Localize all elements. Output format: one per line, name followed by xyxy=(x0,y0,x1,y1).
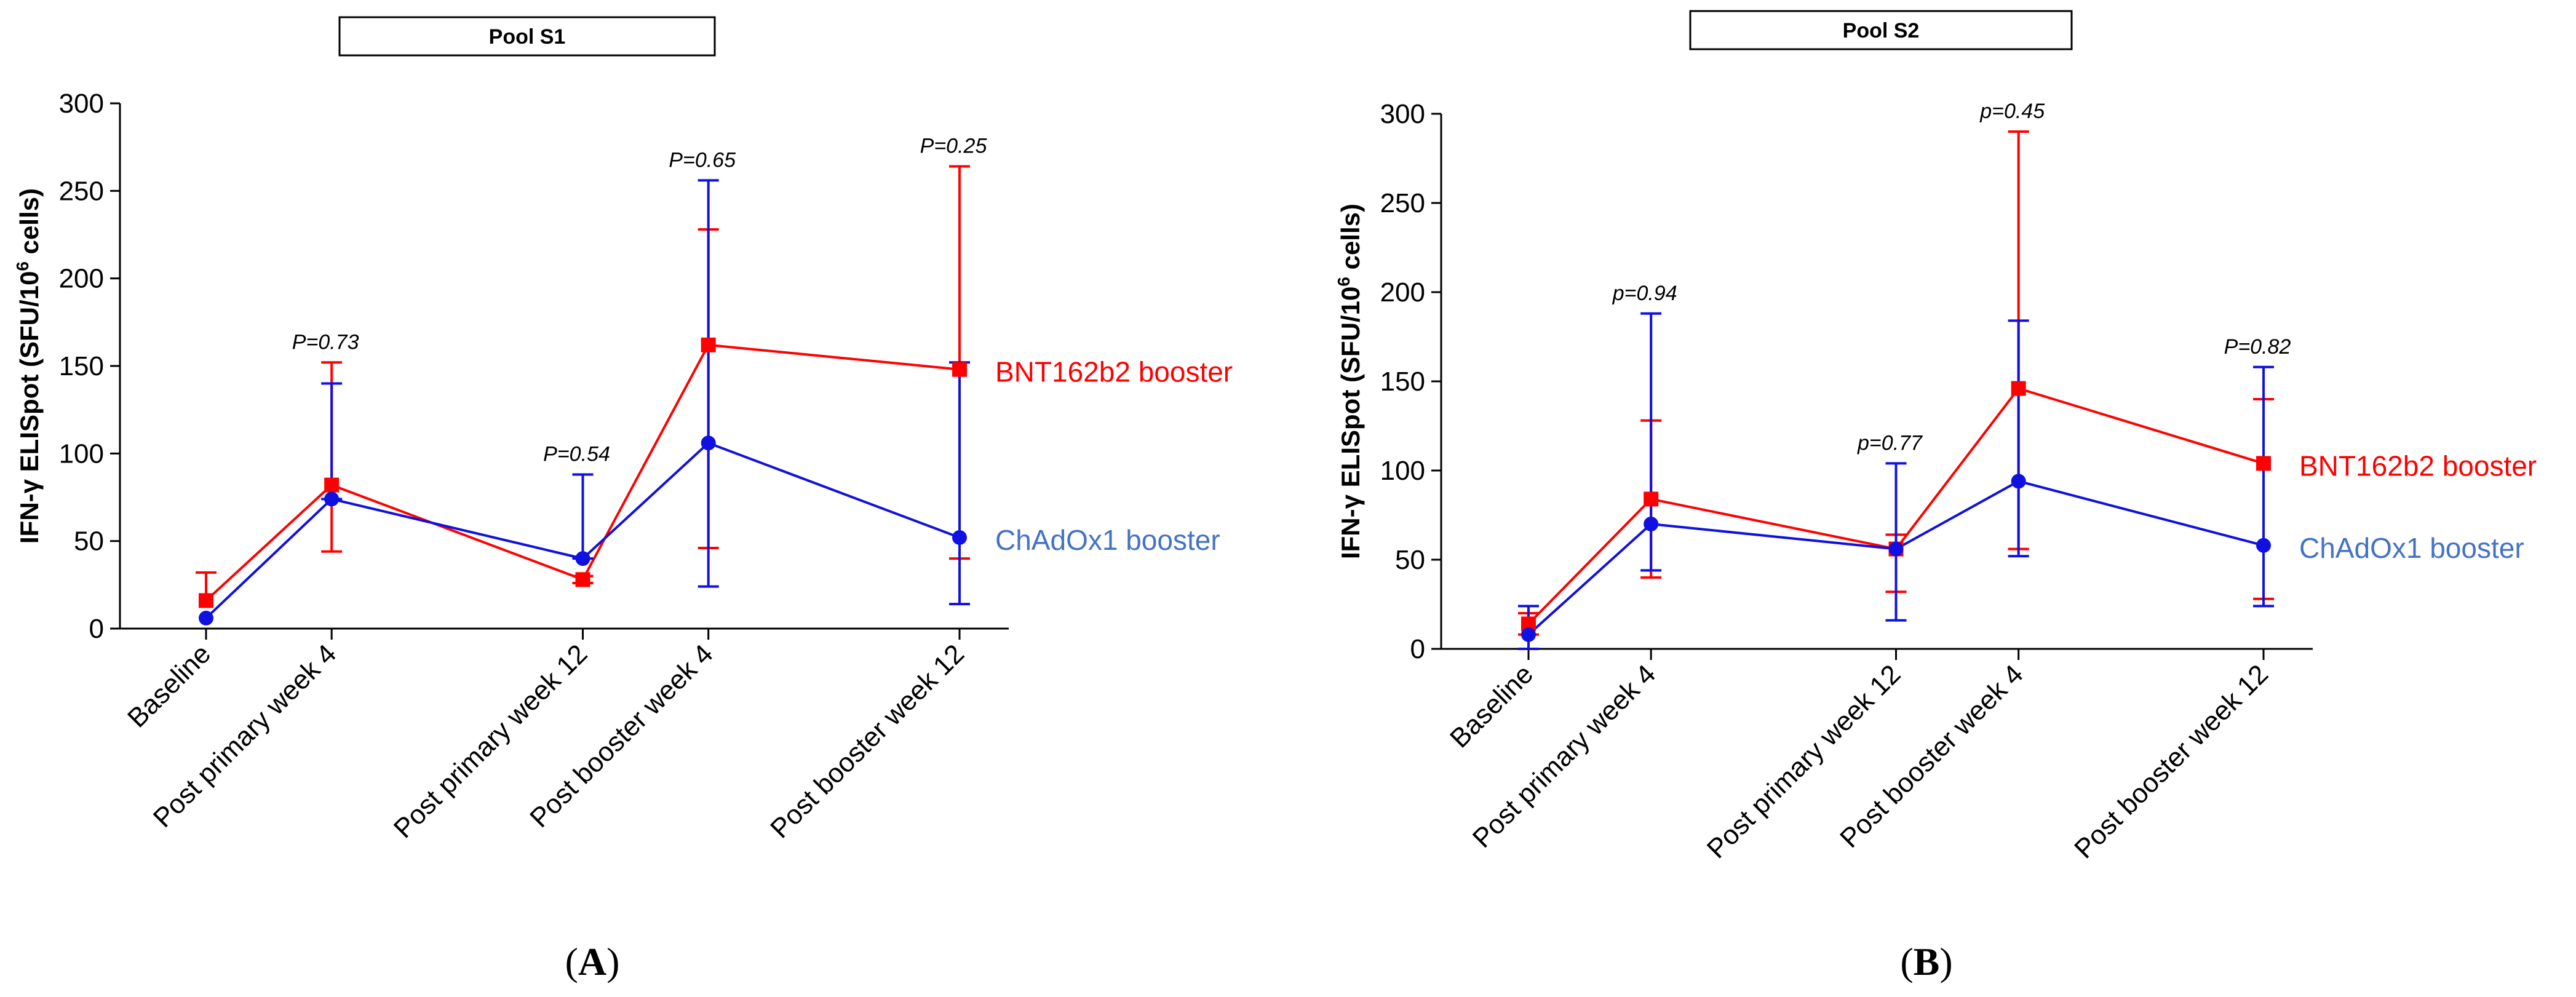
p-value-label: P=0.73 xyxy=(292,330,359,354)
panel-label-letter: A xyxy=(578,940,606,983)
y-tick-label: 0 xyxy=(89,614,104,644)
p-value-label: p=0.94 xyxy=(1612,282,1677,305)
data-point-circle xyxy=(701,435,716,451)
p-value-label: P=0.25 xyxy=(920,134,987,157)
data-point-square xyxy=(952,362,967,377)
x-tick-label: Baseline xyxy=(122,638,217,733)
data-point-circle xyxy=(2256,538,2271,553)
panel-label: (A) xyxy=(565,940,620,983)
y-axis-label-sup: 6 xyxy=(1334,277,1353,287)
series-chadox1 xyxy=(1518,312,2274,650)
markers-chadox1: ChAdOx1 booster xyxy=(1521,474,2524,642)
chart-title-box xyxy=(1689,10,2073,50)
series-label: ChAdOx1 booster xyxy=(995,524,1220,556)
y-tick-label: 150 xyxy=(59,351,104,381)
y-axis-label-tail: cells) xyxy=(15,188,44,261)
data-point-square xyxy=(199,593,213,608)
y-axis-label-main: IFN-γ ELISpot (SFU/10 xyxy=(15,271,44,544)
markers-bnt162b2: BNT162b2 booster xyxy=(199,337,1233,608)
data-point-circle xyxy=(1644,517,1659,531)
p-value-label: p=0.45 xyxy=(1979,100,2045,123)
x-tick-label: Post booster week 12 xyxy=(765,638,970,844)
y-axis-label: IFN-γ ELISpot (SFU/106 cells) xyxy=(1334,204,1365,559)
data-point-circle xyxy=(2011,474,2026,489)
panel-label-close: ) xyxy=(606,940,619,983)
y-tick-label: 50 xyxy=(1395,545,1425,575)
markers-bnt162b2: BNT162b2 booster xyxy=(1521,381,2537,632)
data-point-circle xyxy=(1888,541,1904,557)
data-point-square xyxy=(2256,456,2271,471)
chart-title: Pool S2 xyxy=(1843,19,1920,42)
y-axis-label: IFN-γ ELISpot (SFU/106 cells) xyxy=(13,188,44,544)
data-point-square xyxy=(575,572,590,587)
panel-label-letter: B xyxy=(1914,940,1940,983)
y-tick-label: 250 xyxy=(1380,188,1425,218)
data-point-circle xyxy=(1521,627,1536,642)
p-value-label: P=0.65 xyxy=(669,148,736,172)
series-chadox1 xyxy=(205,179,970,619)
panel-label-close: ) xyxy=(1939,940,1952,983)
data-point-square xyxy=(324,477,340,493)
data-point-circle xyxy=(199,610,213,626)
x-tick-label: Post booster week 12 xyxy=(2069,659,2274,864)
panel-label-open: ( xyxy=(565,940,578,983)
y-tick-label: 100 xyxy=(59,439,104,469)
chart-title-box xyxy=(338,16,716,57)
y-tick-label: 200 xyxy=(1380,277,1425,308)
data-point-circle xyxy=(575,551,590,566)
series-label: ChAdOx1 booster xyxy=(2299,532,2524,564)
p-value-label: p=0.77 xyxy=(1857,431,1923,455)
y-tick-label: 0 xyxy=(1410,634,1425,664)
y-axis-label-main: IFN-γ ELISpot (SFU/10 xyxy=(1336,287,1365,559)
data-point-circle xyxy=(324,491,340,507)
data-point-circle xyxy=(952,530,967,545)
y-tick-label: 300 xyxy=(59,89,104,119)
x-tick-label: Baseline xyxy=(1444,659,1539,753)
panel-label-open: ( xyxy=(1900,940,1913,983)
y-axis-label-tail: cells) xyxy=(1336,204,1365,277)
y-tick-label: 150 xyxy=(1380,367,1425,397)
data-point-square xyxy=(1644,491,1659,507)
y-tick-label: 100 xyxy=(1380,456,1425,486)
chart-title: Pool S1 xyxy=(489,25,566,49)
p-value-label: P=0.54 xyxy=(543,442,610,466)
series-label: BNT162b2 booster xyxy=(2299,450,2537,482)
series-label: BNT162b2 booster xyxy=(995,356,1233,388)
panel-label: (B) xyxy=(1900,940,1952,983)
y-axis-label-sup: 6 xyxy=(13,261,32,271)
y-tick-label: 250 xyxy=(59,176,104,206)
y-tick-label: 200 xyxy=(59,264,104,294)
y-tick-label: 50 xyxy=(74,526,104,557)
p-value-label: P=0.82 xyxy=(2224,335,2291,359)
data-point-square xyxy=(2011,381,2026,396)
data-point-square xyxy=(701,337,716,352)
y-tick-label: 300 xyxy=(1380,99,1425,129)
markers-chadox1: ChAdOx1 booster xyxy=(199,435,1220,626)
